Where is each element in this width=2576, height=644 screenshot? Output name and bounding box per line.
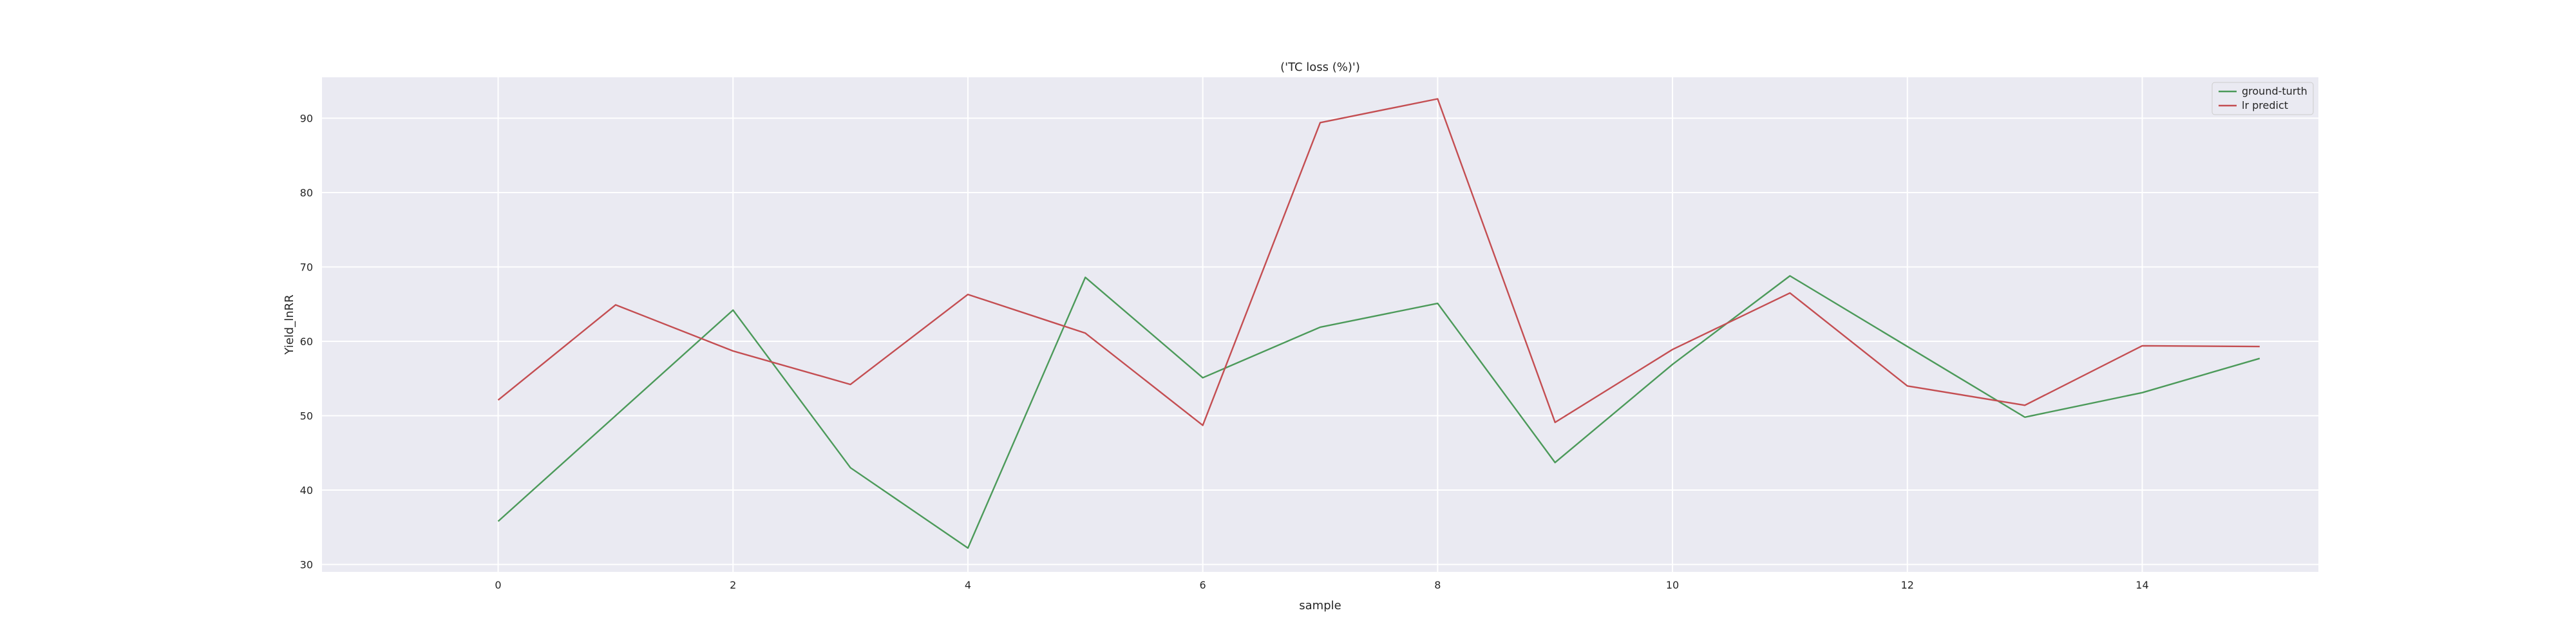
x-tick-label: 6 bbox=[1200, 579, 1206, 591]
legend: ground-turth lr predict bbox=[2211, 82, 2314, 115]
x-tick-label: 14 bbox=[2136, 579, 2148, 591]
legend-box bbox=[2211, 82, 2314, 115]
legend-label: lr predict bbox=[2242, 99, 2288, 111]
x-axis-label: sample bbox=[1299, 599, 1341, 612]
y-tick-label: 30 bbox=[300, 558, 313, 571]
y-tick-label: 50 bbox=[300, 410, 313, 422]
y-tick-label: 80 bbox=[300, 187, 313, 199]
chart-title: ('TC loss (%)') bbox=[1280, 61, 1360, 74]
series-line-ground-truth bbox=[497, 275, 2260, 549]
x-tick-label: 8 bbox=[1434, 579, 1441, 591]
tick-labels: 0 2 4 6 8 10 12 14 30 40 50 60 70 80 90 bbox=[300, 113, 2149, 591]
plot-area bbox=[322, 77, 2318, 572]
x-tick-label: 10 bbox=[1666, 579, 1679, 591]
legend-label: ground-turth bbox=[2242, 85, 2307, 97]
x-tick-label: 12 bbox=[1901, 579, 1914, 591]
y-tick-label: 60 bbox=[300, 336, 313, 348]
x-tick-label: 4 bbox=[965, 579, 971, 591]
series-lines bbox=[497, 98, 2260, 549]
y-tick-label: 70 bbox=[300, 261, 313, 273]
y-axis-label: Yield_lnRR bbox=[283, 294, 296, 355]
series-line-lr-predict bbox=[497, 98, 2260, 426]
x-tick-label: 0 bbox=[495, 579, 501, 591]
x-tick-label: 2 bbox=[730, 579, 736, 591]
y-tick-label: 90 bbox=[300, 113, 313, 125]
y-tick-label: 40 bbox=[300, 484, 313, 497]
grid bbox=[322, 77, 2318, 572]
